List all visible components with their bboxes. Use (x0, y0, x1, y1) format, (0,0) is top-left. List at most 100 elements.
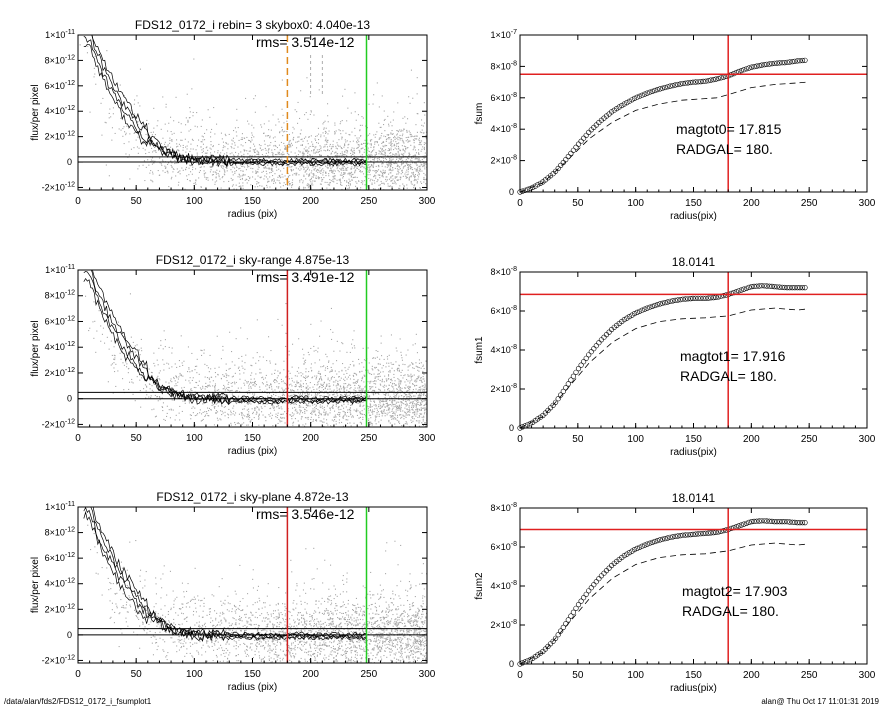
scatter-point (320, 366, 322, 368)
scatter-point (419, 165, 421, 167)
scatter-point (114, 371, 116, 373)
scatter-point (373, 159, 375, 161)
scatter-point (221, 410, 223, 412)
scatter-point (287, 408, 289, 410)
scatter-point (394, 380, 396, 382)
scatter-point (336, 360, 338, 362)
scatter-point (279, 153, 281, 155)
scatter-point (410, 166, 412, 168)
scatter-point (174, 419, 176, 421)
scatter-point (263, 159, 265, 161)
scatter-point (395, 153, 397, 155)
scatter-point (412, 155, 414, 157)
scatter-point (290, 142, 292, 144)
scatter-point (235, 391, 237, 393)
series-point (797, 58, 803, 64)
scatter-point (241, 177, 243, 179)
scatter-point (245, 142, 247, 144)
scatter-point (391, 410, 393, 412)
scatter-point (309, 405, 311, 407)
scatter-point (350, 396, 352, 398)
scatter-point (334, 170, 336, 172)
scatter-point (252, 357, 254, 359)
scatter-point (162, 137, 164, 139)
scatter-point (229, 331, 231, 333)
scatter-point (162, 359, 164, 361)
scatter-point (266, 173, 268, 175)
scatter-point (376, 407, 378, 409)
scatter-point (401, 369, 403, 371)
scatter-point (369, 169, 371, 171)
scatter-point (289, 162, 291, 164)
scatter-point (380, 444, 381, 445)
scatter-point (238, 194, 239, 195)
scatter-point (150, 395, 152, 397)
scatter-point (384, 384, 386, 386)
scatter-point (406, 411, 408, 413)
scatter-point (339, 179, 341, 181)
scatter-point (96, 330, 98, 332)
scatter-point (388, 148, 390, 150)
scatter-point (373, 147, 375, 149)
scatter-point (267, 395, 269, 397)
scatter-point (405, 140, 407, 142)
scatter-point (340, 121, 342, 123)
scatter-point (278, 407, 280, 409)
scatter-point (312, 143, 314, 145)
scatter-point (320, 432, 321, 433)
scatter-point (360, 166, 362, 168)
scatter-point (412, 174, 414, 176)
scatter-point (349, 184, 351, 186)
scatter-point (358, 160, 360, 162)
scatter-point (397, 370, 399, 372)
scatter-point (374, 415, 376, 417)
scatter-point (325, 175, 327, 177)
scatter-point (189, 111, 191, 113)
scatter-point (182, 144, 184, 146)
scatter-point (281, 417, 283, 419)
scatter-point (225, 142, 227, 144)
scatter-point (162, 410, 164, 412)
scatter-point (418, 362, 420, 364)
scatter-point (192, 148, 194, 150)
scatter-point (419, 408, 421, 410)
scatter-point (226, 152, 228, 154)
scatter-point (315, 157, 317, 159)
scatter-point (214, 183, 216, 185)
scatter-point (196, 162, 198, 164)
scatter-point (335, 402, 337, 404)
scatter-point (398, 420, 400, 422)
scatter-point (128, 367, 130, 369)
scatter-point (396, 137, 398, 139)
scatter-point (235, 151, 237, 153)
scatter-point (353, 147, 355, 149)
series-point (771, 60, 778, 66)
scatter-point (355, 373, 357, 375)
scatter-point (423, 176, 425, 178)
scatter-point (377, 429, 378, 430)
scatter-point (402, 133, 404, 135)
scatter-point (344, 162, 346, 164)
scatter-point (294, 109, 296, 111)
scatter-point (427, 217, 428, 218)
series-point (710, 76, 717, 83)
scatter-point (178, 143, 180, 145)
scatter-point (410, 144, 412, 146)
scatter-point (325, 439, 326, 440)
scatter-point (276, 169, 278, 171)
scatter-point (391, 380, 393, 382)
scatter-point (401, 145, 403, 147)
scatter-point (375, 177, 377, 179)
scatter-point (207, 163, 209, 165)
scatter-point (301, 416, 303, 418)
scatter-point (390, 177, 392, 179)
scatter-point (171, 211, 172, 212)
scatter-point (161, 406, 163, 408)
scatter-point (196, 219, 197, 220)
scatter-point (387, 392, 389, 394)
scatter-point (389, 167, 391, 169)
x-tick-label: 0 (517, 198, 523, 209)
scatter-point (305, 166, 307, 168)
scatter-point (342, 176, 344, 178)
x-tick-label: 250 (360, 196, 377, 207)
